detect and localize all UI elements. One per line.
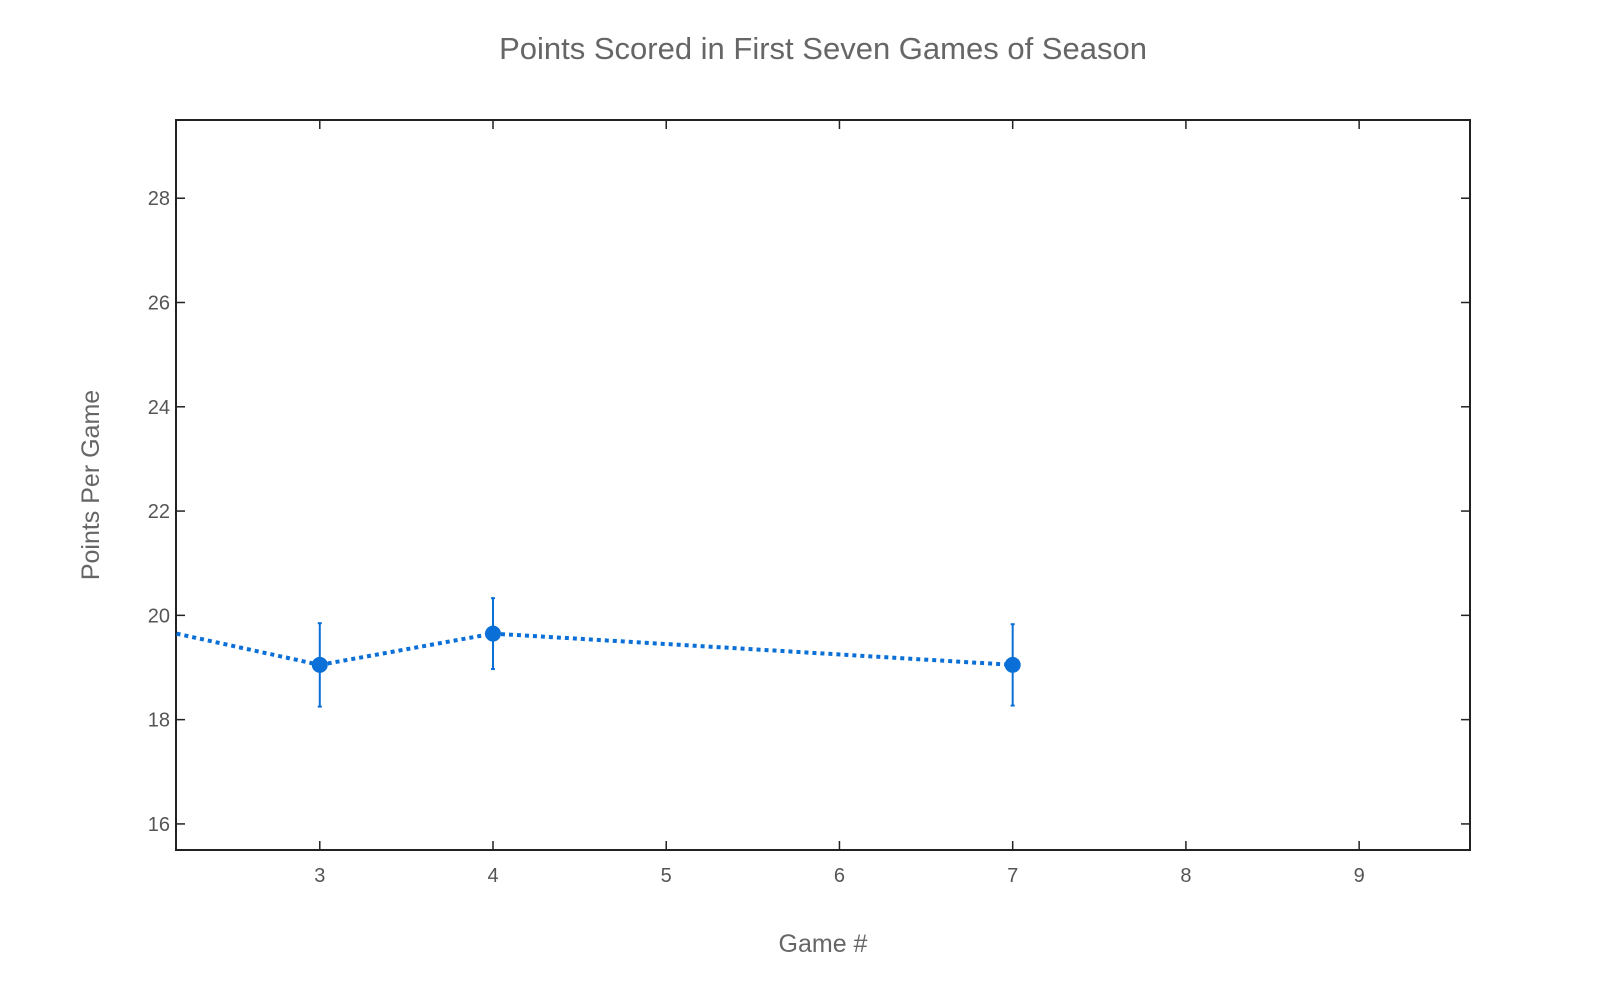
x-tick-label: 8 [1180,865,1191,887]
y-axis-ticks [176,197,1470,825]
series-line-segment [319,631,494,667]
x-axis-tick-labels: 3 4 5 6 7 8 9 [314,865,1364,887]
x-axis-ticks [319,120,1360,850]
y-tick-label: 24 [148,397,170,419]
data-points [311,625,1021,673]
series-lines [176,631,1013,667]
x-tick-label: 9 [1354,865,1365,887]
y-tick-label: 26 [148,293,170,315]
chart-title: Points Scored in First Seven Games of Se… [499,31,1147,66]
y-tick-label: 18 [148,710,170,732]
y-tick-label: 16 [148,814,170,836]
x-tick-label: 4 [487,865,498,887]
error-bars [317,597,1015,708]
plot-area-frame [175,119,1471,851]
x-tick-label: 3 [314,865,325,887]
x-tick-label: 6 [834,865,845,887]
data-point [485,625,502,642]
y-axis-tick-labels: 16 18 20 22 24 26 28 [148,188,170,836]
y-tick-label: 20 [148,605,170,627]
x-axis-label: Game # [779,930,868,958]
y-tick-label: 28 [148,188,170,210]
x-tick-label: 5 [661,865,672,887]
y-axis-label: Points Per Game [77,390,105,580]
series-line-segment [492,631,1013,667]
data-point [1004,656,1021,673]
y-tick-label: 22 [148,501,170,523]
x-tick-label: 7 [1007,865,1018,887]
data-point [311,656,328,673]
